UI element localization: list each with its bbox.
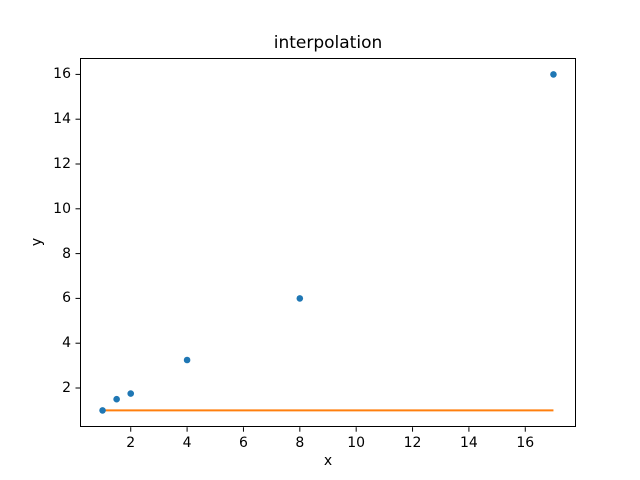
x-tick-label: 2 xyxy=(126,434,136,451)
y-tick-label: 12 xyxy=(53,156,71,172)
x-tick-label: 16 xyxy=(516,434,535,451)
y-tick-label: 4 xyxy=(62,335,71,352)
x-axis-label: x xyxy=(323,453,333,469)
y-axis-label: y xyxy=(29,237,45,247)
y-tick-label: 14 xyxy=(53,111,71,128)
x-tick-label: 14 xyxy=(459,434,478,451)
x-tick-label: 10 xyxy=(347,434,366,451)
x-tick-label: 6 xyxy=(238,434,248,451)
y-tick-label: 10 xyxy=(53,200,71,217)
y-tick-label: 2 xyxy=(62,380,71,396)
y-tick-label: 16 xyxy=(53,66,71,83)
x-tick-label: 4 xyxy=(182,434,192,451)
y-tick-label: 6 xyxy=(62,290,71,307)
x-tick-label: 12 xyxy=(403,434,422,451)
chart-title: interpolation xyxy=(273,33,383,53)
y-tick-label: 8 xyxy=(62,245,71,262)
x-tick-label: 8 xyxy=(295,434,305,451)
plot-area xyxy=(80,57,576,428)
